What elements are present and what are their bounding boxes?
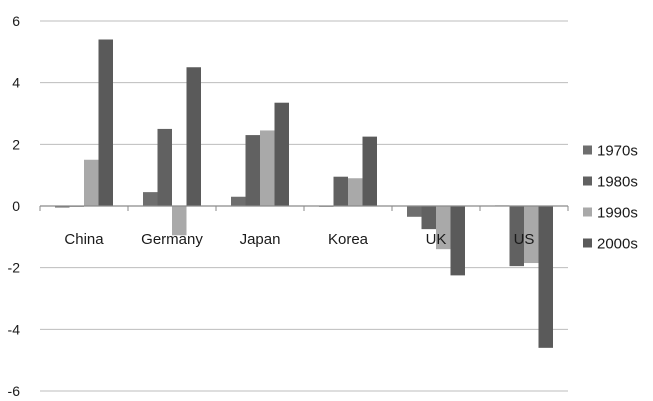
bar-china-2000s <box>98 39 113 206</box>
bar-uk-1990s <box>436 206 451 250</box>
y-tick-label: 0 <box>12 198 20 214</box>
y-tick-label: 4 <box>12 75 20 91</box>
label-layer: China Germany Japan Korea UK US <box>64 231 534 248</box>
y-tick-label: -4 <box>8 321 21 337</box>
legend-swatch <box>583 207 592 217</box>
axis-layer: 6 4 2 0 -2 -4 -6 <box>8 13 569 399</box>
legend-swatch <box>583 238 592 248</box>
legend-label: 2000s <box>597 236 638 253</box>
bar-us-1980s <box>509 206 524 267</box>
y-tick-label: -2 <box>8 260 21 276</box>
bar-japan-2000s <box>274 102 289 206</box>
bar-china-1990s <box>84 159 99 206</box>
bar-japan-1970s <box>231 196 246 206</box>
legend-label: 1990s <box>597 205 638 222</box>
legend-swatch <box>583 176 592 186</box>
legend-label: 1980s <box>597 174 638 191</box>
bar-uk-2000s <box>450 206 465 276</box>
bar-germany-2000s <box>186 67 201 206</box>
grid-layer <box>40 20 568 392</box>
bar-us-1990s <box>524 206 539 264</box>
bar-korea-2000s <box>362 136 377 206</box>
bar-germany-1980s <box>157 128 172 206</box>
category-label: Korea <box>328 231 369 248</box>
y-tick-label: -6 <box>8 383 21 396</box>
bar-germany-1990s <box>172 206 187 236</box>
bar-uk-1980s <box>421 206 436 230</box>
category-label: UK <box>426 231 447 248</box>
category-label: Germany <box>141 231 203 248</box>
legend-swatch <box>583 145 592 155</box>
bar-germany-1970s <box>143 192 158 206</box>
bar-japan-1980s <box>245 135 260 206</box>
bar-japan-1990s <box>260 130 275 206</box>
bar-uk-1970s <box>407 206 422 217</box>
legend-label: 1970s <box>597 143 638 160</box>
category-label: China <box>64 231 104 248</box>
category-label: Japan <box>240 231 281 248</box>
bar-us-2000s <box>538 206 553 348</box>
category-label: US <box>514 231 535 248</box>
y-tick-label: 6 <box>12 13 20 29</box>
bar-china-1970s <box>55 206 70 208</box>
bar-korea-1990s <box>348 178 363 206</box>
y-tick-label: 2 <box>12 136 20 152</box>
bar-layer <box>55 39 553 348</box>
bar-korea-1980s <box>333 176 348 206</box>
legend: 1970s 1980s 1990s 2000s <box>583 143 638 253</box>
